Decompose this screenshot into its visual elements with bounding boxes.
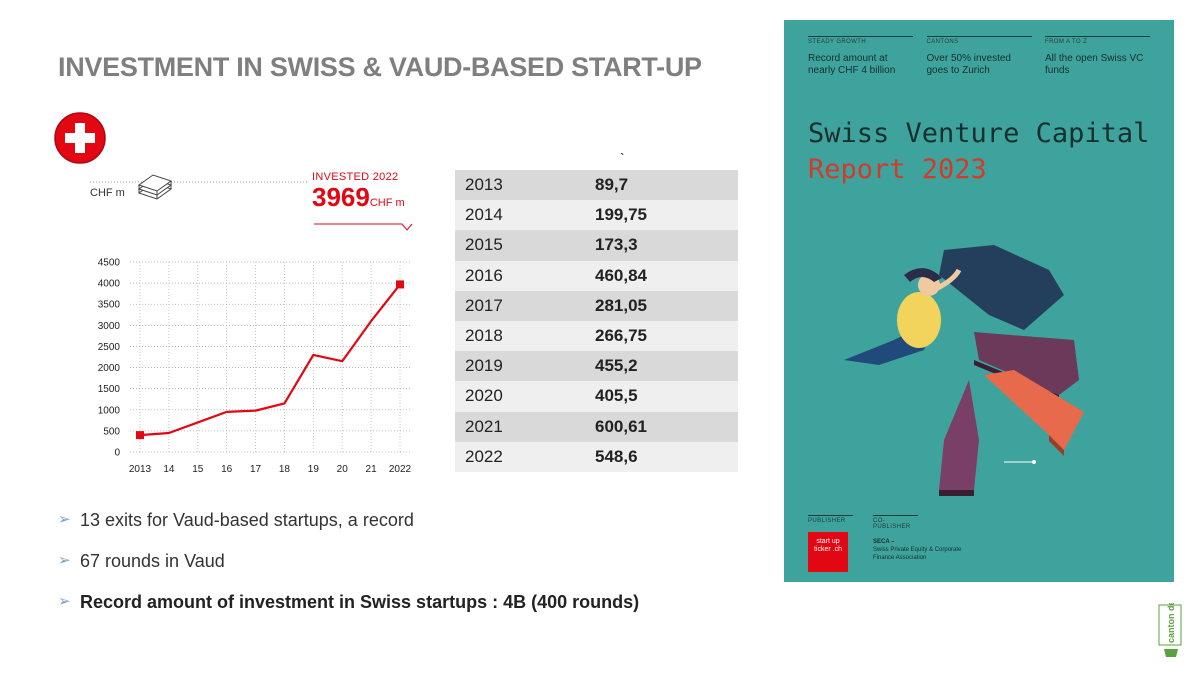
bullet-exits: ➢ 13 exits for Vaud-based startups, a rec… [58,510,414,530]
y-tick-label: 4000 [98,279,121,290]
table-value-cell: 89,7 [585,170,738,201]
table-year-cell: 2019 [455,351,585,382]
callout-underline [314,223,413,231]
x-tick-label: 21 [366,464,378,475]
cover-col2-text: Over 50% invested goes to Zurich [926,53,1012,76]
table-year-cell: 2018 [455,320,585,352]
investment-table: 2013 89,7 2014 199,75 2015 173,3 2016 460,84 201… [455,170,738,472]
table-row: 2018 266,75 [455,320,738,352]
y-tick-label: 2000 [98,363,121,374]
y-tick-label: 1000 [98,405,121,416]
table-row: 2019 455,2 [455,351,738,382]
table-row: 2015 173,3 [455,230,738,261]
table-row: 2020 405,5 [455,381,738,412]
arrow-bullet-icon: ➢ [58,593,71,610]
money-stack-icon [137,174,173,200]
table-value-cell: 266,75 [585,320,738,352]
table-row: 2014 199,75 [455,200,738,231]
table-year-cell: 2016 [455,260,585,291]
y-tick-label: 2500 [98,342,121,353]
invested-callout: INVESTED 2022 3969CHF m [312,171,405,217]
table-value-cell: 281,05 [585,290,738,321]
invested-value: 3969CHF m [312,182,405,212]
table-row: 2021 600,61 [455,411,738,442]
x-tick-label: 20 [337,464,349,475]
cover-col3-head: FROM A TO Z [1045,39,1088,45]
x-tick-label: 18 [279,464,291,475]
vaud-logo: canton de vaud [1158,603,1182,657]
bullet-rounds: ➢ 67 rounds in Vaud [58,551,225,571]
table-row: 2022 548,6 [455,441,738,472]
x-tick-label: 16 [221,464,233,475]
table-tick-mark: ` [620,150,625,166]
table-value-cell: 455,2 [585,351,738,382]
cover-copublisher-head: CO-PUBLISHER [873,515,918,530]
table-row: 2013 89,7 [455,170,738,201]
x-tick-label: 19 [308,464,320,475]
chart-unit-label: CHF m [90,187,125,199]
table-value-cell: 548,6 [585,441,738,472]
table-value-cell: 460,84 [585,260,738,291]
cover-subtitle: Report 2023 [808,154,987,185]
cover-col1-text: Record amount at nearly CHF 4 billion [808,53,896,76]
table-row: 2017 281,05 [455,290,738,321]
y-tick-label: 500 [103,426,120,437]
bullet-record-amount: ➢ Record amount of investment in Swiss st… [58,592,640,612]
cover-illustration [844,245,1084,496]
y-tick-label: 3500 [98,300,121,311]
investment-line-chart: 0 500 1000 1500 2000 2500 3000 3500 4000 4500 2013… [80,165,425,485]
bullet-list: ➢ 13 exits for Vaud-based startups, a rec… [58,508,639,631]
table-value-cell: 600,61 [585,411,738,442]
x-tick-label: 2022 [389,464,412,475]
table-year-cell: 2014 [455,200,585,231]
data-point-marker [396,280,404,289]
y-tick-label: 3000 [98,321,121,332]
chart-canvas: 0 500 1000 1500 2000 2500 3000 3500 4000 4500 2013… [90,181,413,475]
cover-col3-text: All the open Swiss VC funds [1045,53,1144,76]
x-tick-label: 14 [163,464,175,475]
cover-col1-head: STEADY GROWTH [808,39,867,45]
table-row: 2016 460,84 [455,260,738,291]
cover-col2-head: CANTONS [926,39,959,45]
x-tick-label: 17 [250,464,262,475]
table-year-cell: 2022 [455,441,585,472]
table-value-cell: 405,5 [585,381,738,412]
table-year-cell: 2015 [455,230,585,261]
x-tick-label: 2013 [129,464,152,475]
cover-publisher-head: PUBLISHER [808,515,853,524]
cover-title: Swiss Venture Capital [808,118,1150,149]
table-value-cell: 199,75 [585,200,738,231]
series-line [139,283,401,437]
arrow-bullet-icon: ➢ [58,552,71,569]
startupticker-logo: start up ticker .ch [808,532,848,572]
invested-label: INVESTED 2022 [312,171,399,183]
svg-text:canton de vaud: canton de vaud [1166,603,1176,643]
table-year-cell: 2017 [455,290,585,321]
slide-title: INVESTMENT IN SWISS & VAUD-BASED START-U… [58,52,702,82]
report-cover-image: STEADY GROWTH Record amount at nearly CH… [784,20,1174,582]
swiss-flag-icon [54,112,106,164]
cover-copublisher-text: SECA – Swiss Private Equity & Corporate F… [873,539,962,561]
y-tick-label: 4500 [98,258,121,269]
table-value-cell: 173,3 [585,230,738,261]
arrow-bullet-icon: ➢ [58,511,71,528]
y-tick-label: 0 [114,448,120,459]
data-point-marker [136,431,144,440]
y-tick-label: 1500 [98,384,121,395]
table-year-cell: 2013 [455,170,585,201]
x-tick-label: 15 [192,464,204,475]
table-year-cell: 2020 [455,381,585,412]
table-year-cell: 2021 [455,411,585,442]
invested-unit: CHF m [369,197,405,209]
